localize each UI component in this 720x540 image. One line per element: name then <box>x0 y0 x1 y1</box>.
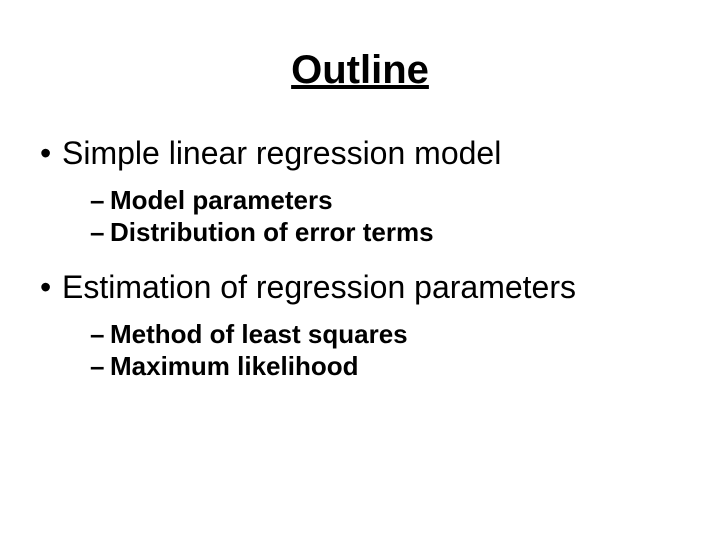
bullet-text: Estimation of regression parameters <box>62 265 576 310</box>
dash-marker-icon: – <box>90 350 110 383</box>
sub-item: – Method of least squares <box>90 318 680 351</box>
sub-text: Maximum likelihood <box>110 350 359 383</box>
sub-text: Distribution of error terms <box>110 216 434 249</box>
slide-container: Outline • Simple linear regression model… <box>0 0 720 540</box>
dash-marker-icon: – <box>90 318 110 351</box>
bullet-text: Simple linear regression model <box>62 131 501 176</box>
sub-item: – Distribution of error terms <box>90 216 680 249</box>
sub-text: Model parameters <box>110 184 333 217</box>
sub-list: – Method of least squares – Maximum like… <box>40 318 680 383</box>
sub-list: – Model parameters – Distribution of err… <box>40 184 680 249</box>
bullet-marker-icon: • <box>40 265 62 310</box>
dash-marker-icon: – <box>90 216 110 249</box>
dash-marker-icon: – <box>90 184 110 217</box>
bullet-item: • Simple linear regression model <box>40 131 680 176</box>
bullet-item: • Estimation of regression parameters <box>40 265 680 310</box>
sub-text: Method of least squares <box>110 318 408 351</box>
slide-content: • Simple linear regression model – Model… <box>0 131 720 383</box>
slide-title: Outline <box>0 48 720 93</box>
sub-item: – Model parameters <box>90 184 680 217</box>
bullet-marker-icon: • <box>40 131 62 176</box>
sub-item: – Maximum likelihood <box>90 350 680 383</box>
